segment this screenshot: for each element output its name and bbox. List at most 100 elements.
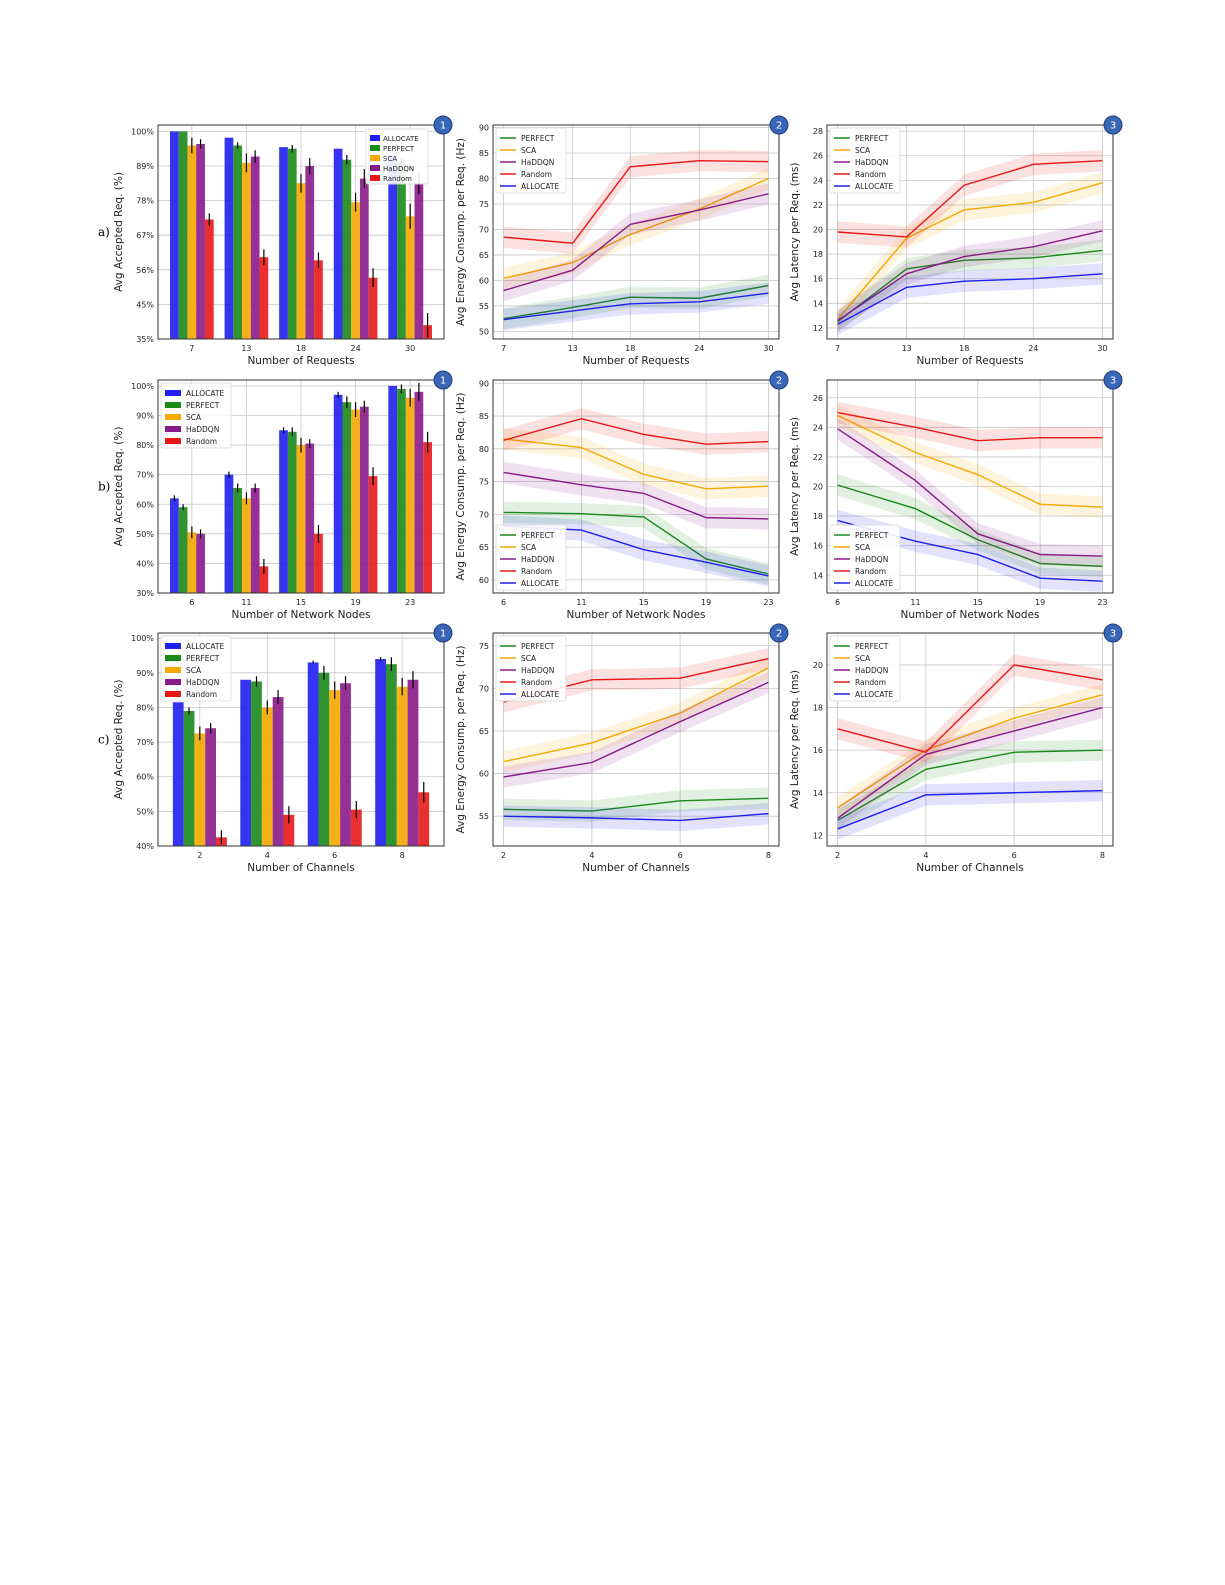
confidence-band-sca: [503, 657, 769, 773]
legend-label: ALLOCATE: [521, 690, 559, 699]
bar-allocate: [307, 662, 319, 846]
panel-number-badge: [1103, 370, 1123, 390]
x-tick-label: 15: [296, 598, 306, 607]
y-tick-label: 22: [813, 453, 823, 462]
plot-frame: [157, 124, 445, 340]
x-tick-label: 13: [902, 344, 912, 353]
line-sca: [837, 694, 1103, 809]
panel-number: 2: [776, 376, 782, 387]
line-sca: [503, 177, 769, 280]
confidence-band-haddqn: [837, 220, 1103, 332]
bar-perfect: [342, 159, 352, 339]
y-tick-label: 70: [479, 510, 489, 519]
bar-allocate: [172, 702, 184, 846]
y-tick-label: 12: [813, 831, 823, 840]
legend: PERFECT SCA HaDDQN Random ALLOCATE: [495, 524, 567, 591]
bar-sca: [296, 183, 306, 339]
bar-perfect: [178, 131, 188, 339]
confidence-band-allocate: [837, 263, 1103, 335]
bar-random: [368, 277, 378, 339]
line-perfect: [837, 249, 1103, 323]
bar-perfect: [385, 664, 397, 846]
legend-label: ALLOCATE: [521, 579, 559, 588]
line-perfect: [837, 749, 1103, 822]
legend-label: HaDDQN: [521, 666, 554, 675]
y-tick-label: 14: [813, 571, 823, 580]
y-tick-label: 75: [479, 478, 489, 487]
x-tick-label: 23: [405, 598, 415, 607]
chart-line-5: 14 16 18 20 22 24 26 6 11 15 19 23 Number of Network…: [789, 370, 1123, 621]
line-perfect: [503, 797, 769, 812]
plot-frame: [826, 124, 1114, 340]
bar-haddqn: [414, 391, 424, 593]
plot-frame: [826, 379, 1114, 594]
y-axis-label: Avg Accepted Req. (%): [113, 680, 125, 800]
bar-perfect: [342, 402, 352, 593]
x-tick-label: 8: [400, 851, 405, 860]
legend-swatch: [165, 402, 181, 408]
bar-allocate: [333, 148, 343, 339]
line-random: [503, 417, 769, 445]
confidence-band-perfect: [837, 474, 1103, 578]
panel-number-badge: [769, 115, 789, 135]
y-tick-label: 70%: [136, 471, 154, 480]
panel-number: 1: [440, 629, 446, 640]
x-tick-label: 4: [923, 851, 928, 860]
bar-haddqn: [196, 143, 205, 339]
legend-label: PERFECT: [521, 642, 555, 651]
bar-haddqn: [414, 183, 424, 339]
y-tick-label: 30%: [136, 589, 154, 598]
legend-label: Random: [186, 690, 217, 699]
line-haddqn: [837, 706, 1103, 819]
bar-random: [204, 219, 214, 339]
row-label: c): [98, 733, 109, 747]
line-random: [837, 159, 1103, 238]
confidence-band-allocate: [503, 802, 769, 832]
bar-allocate: [388, 385, 398, 593]
line-sca: [503, 667, 769, 763]
confidence-band-haddqn: [837, 696, 1103, 829]
y-tick-label: 12: [813, 324, 823, 333]
bar-random: [259, 257, 269, 339]
legend-box: [829, 524, 901, 591]
legend-label: HaDDQN: [186, 678, 219, 687]
y-tick-label: 20: [813, 661, 823, 670]
legend-label: ALLOCATE: [855, 579, 893, 588]
bar-perfect: [397, 388, 406, 593]
confidence-band-random: [503, 149, 769, 254]
y-axis-label: Avg Latency per Req. (ms): [789, 163, 801, 302]
legend-swatch: [165, 426, 181, 432]
chart-line-4: 60 65 70 75 80 85 90 6 11 15 19 23 Number of Network…: [455, 370, 789, 621]
bar-perfect: [318, 672, 330, 846]
line-sca: [837, 182, 1103, 320]
x-tick-label: 15: [973, 598, 983, 607]
bar-allocate: [170, 498, 179, 593]
plot-frame: [157, 379, 445, 594]
plot-frame: [157, 632, 445, 847]
y-tick-label: 22: [813, 201, 823, 210]
legend: PERFECT SCA HaDDQN Random ALLOCATE: [829, 524, 901, 591]
y-tick-label: 70: [479, 225, 489, 234]
x-tick-label: 2: [501, 851, 506, 860]
x-tick-label: 19: [701, 598, 711, 607]
legend-label: Random: [855, 567, 886, 576]
legend: PERFECT SCA HaDDQN Random ALLOCATE: [829, 127, 901, 194]
legend-label: PERFECT: [383, 145, 415, 153]
legend-label: ALLOCATE: [855, 690, 893, 699]
legend-label: ALLOCATE: [186, 642, 224, 651]
legend-label: Random: [521, 678, 552, 687]
y-tick-label: 50%: [136, 807, 154, 816]
legend: PERFECT SCA HaDDQN Random ALLOCATE: [495, 635, 567, 702]
chart-bar-6: 40% 50% 60% 70% 80% 90% 100% 2 4 6 8 Number of Chan…: [113, 623, 453, 874]
confidence-band-random: [837, 149, 1103, 248]
y-tick-label: 50%: [136, 530, 154, 539]
line-haddqn: [837, 230, 1103, 322]
x-axis-label: Number of Network Nodes: [566, 609, 705, 621]
bar-sca: [351, 202, 360, 339]
x-tick-label: 2: [835, 851, 840, 860]
y-tick-label: 28: [813, 127, 823, 136]
legend-box: [495, 524, 567, 591]
y-tick-label: 90%: [136, 669, 154, 678]
y-tick-label: 90%: [136, 412, 154, 421]
